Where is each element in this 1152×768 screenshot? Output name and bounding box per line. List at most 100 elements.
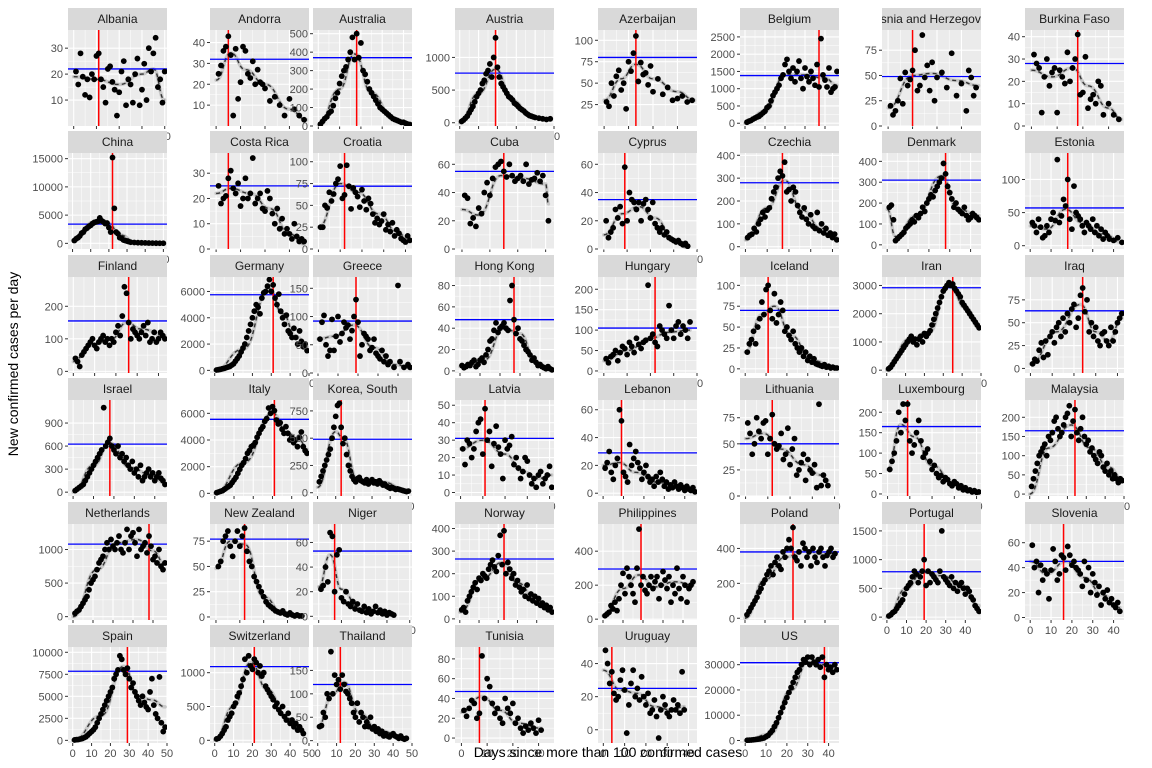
data-point xyxy=(341,681,348,688)
data-layer xyxy=(598,153,697,249)
data-point xyxy=(292,334,299,341)
data-point xyxy=(481,695,488,702)
data-point xyxy=(779,172,786,179)
data-point xyxy=(464,597,471,604)
data-point xyxy=(918,437,924,444)
data-point xyxy=(330,191,337,197)
data-point xyxy=(940,160,947,167)
facet-panel: Finland0102030400100200 xyxy=(45,255,167,390)
data-point xyxy=(323,341,329,348)
data-point xyxy=(628,462,635,469)
data-point xyxy=(488,463,495,470)
data-point xyxy=(1074,31,1081,38)
data-point xyxy=(812,225,818,232)
data-point xyxy=(470,215,477,221)
data-point xyxy=(497,715,503,722)
data-point xyxy=(892,107,899,114)
x-tick-label: 10 xyxy=(760,748,772,760)
data-point xyxy=(1068,433,1075,440)
data-point xyxy=(229,553,236,560)
data-point xyxy=(638,673,645,680)
data-point xyxy=(1058,429,1065,436)
data-point xyxy=(771,290,778,297)
data-point xyxy=(531,175,538,182)
data-point xyxy=(494,64,501,71)
data-point xyxy=(612,462,619,469)
y-tick-label: 6000 xyxy=(181,408,205,420)
x-tick-label: 30 xyxy=(532,748,544,760)
data-point xyxy=(472,579,479,586)
data-point xyxy=(370,608,377,615)
data-point xyxy=(352,189,359,196)
data-point xyxy=(1104,460,1110,467)
data-point xyxy=(526,472,533,478)
data-point xyxy=(127,81,134,88)
data-point xyxy=(750,328,757,335)
data-point xyxy=(500,168,507,175)
facet-title: US xyxy=(781,629,798,643)
data-point xyxy=(237,203,244,209)
data-point xyxy=(515,465,522,471)
y-tick-label: 0 xyxy=(444,366,450,378)
data-point xyxy=(354,601,361,607)
data-point xyxy=(757,216,764,223)
data-point xyxy=(490,54,497,61)
data-point xyxy=(510,570,517,577)
facet-title: Malaysia xyxy=(1051,382,1099,396)
facet-panel: Lebanon0102030400204060 xyxy=(581,378,697,513)
data-point xyxy=(681,706,688,713)
data-point xyxy=(611,690,617,697)
data-point xyxy=(1055,425,1061,432)
data-point xyxy=(1085,564,1092,571)
y-tick-label: 75 xyxy=(193,536,205,548)
data-point xyxy=(890,216,897,223)
data-point xyxy=(236,690,243,696)
y-tick-label: 25 xyxy=(865,96,877,108)
data-point xyxy=(1059,73,1066,80)
data-point xyxy=(113,671,119,678)
data-point xyxy=(915,579,922,586)
facet-panel: Poland0102030400200400 xyxy=(717,502,839,637)
data-point xyxy=(958,80,965,87)
data-point xyxy=(471,98,478,105)
y-axis-title: New confirmed cases per day xyxy=(5,272,21,456)
data-point xyxy=(1038,339,1045,346)
data-point xyxy=(1102,468,1109,474)
data-point xyxy=(1047,437,1054,444)
data-point xyxy=(107,689,114,695)
data-point xyxy=(798,661,805,668)
data-point xyxy=(499,561,505,568)
data-point xyxy=(1090,333,1097,340)
y-tick-label: 80 xyxy=(438,654,450,666)
data-point xyxy=(678,595,684,602)
y-tick-label: 20 xyxy=(193,193,205,205)
data-point xyxy=(137,462,144,469)
data-point xyxy=(225,33,232,40)
y-tick-label: 50 xyxy=(296,200,308,212)
data-point xyxy=(135,473,142,480)
data-point xyxy=(1050,209,1057,216)
data-layer xyxy=(882,153,981,249)
data-point xyxy=(497,532,504,539)
data-point xyxy=(1054,156,1061,163)
x-tick-label: 20 xyxy=(1066,625,1078,637)
data-point xyxy=(782,451,789,458)
data-point xyxy=(145,466,152,473)
data-point xyxy=(322,714,329,721)
data-point xyxy=(754,324,761,330)
data-point xyxy=(822,77,828,83)
y-tick-label: 10 xyxy=(438,470,450,482)
data-point xyxy=(899,100,906,107)
data-point xyxy=(1046,82,1053,89)
data-point xyxy=(768,195,775,202)
y-tick-label: 200 xyxy=(859,407,877,419)
facet-title: Albania xyxy=(97,12,137,26)
data-point xyxy=(296,328,303,334)
data-point xyxy=(1077,425,1084,432)
data-point xyxy=(542,192,549,199)
y-tick-label: 200 xyxy=(717,196,735,208)
data-point xyxy=(637,59,644,66)
data-point xyxy=(1060,554,1067,561)
